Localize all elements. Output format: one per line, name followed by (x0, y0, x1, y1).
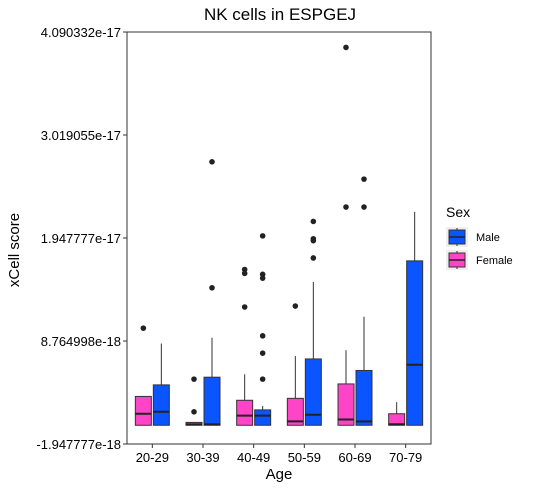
x-axis: 20-29 30-39 40-49 50-59 60-69 70-79 (136, 444, 422, 465)
chart-title: NK cells in ESPGEJ (204, 5, 356, 24)
box-female (236, 266, 254, 426)
box (406, 260, 424, 426)
y-axis-title: xCell score (6, 213, 23, 287)
box-female (185, 376, 203, 426)
box-female (134, 325, 152, 426)
outlier-point (259, 271, 266, 278)
box-female (286, 303, 304, 426)
x-tick-label: 40-49 (237, 450, 270, 465)
legend: Sex Male Female (446, 204, 513, 270)
outlier-point (343, 44, 349, 51)
outlier-point (140, 325, 147, 331)
outlier-point (241, 270, 248, 277)
x-tick-label: 60-69 (338, 450, 371, 465)
y-tick-label: 4.090332e-17 (41, 25, 121, 40)
outlier-point (259, 376, 266, 382)
box (254, 409, 272, 426)
outlier-point (209, 159, 215, 165)
box-male (254, 233, 272, 426)
legend-title: Sex (446, 204, 470, 220)
outlier-point (310, 218, 317, 225)
y-axis: -1.947777e-18 8.764998e-18 1.947777e-17 3.0… (36, 25, 127, 452)
x-tick-label: 70-79 (389, 450, 422, 465)
outlier-point (310, 235, 317, 242)
outlier-point (241, 304, 248, 310)
y-tick-label: 1.947777e-17 (41, 231, 121, 246)
x-axis-title: Age (266, 466, 293, 483)
box (355, 369, 373, 426)
x-tick-label: 30-39 (186, 450, 219, 465)
box (134, 395, 152, 426)
outlier-point (259, 333, 266, 339)
box-series (134, 44, 424, 426)
legend-label: Female (476, 255, 513, 267)
box-male (152, 343, 170, 426)
legend-label: Male (476, 232, 500, 244)
box-male (406, 211, 424, 426)
outlier-point (361, 204, 367, 210)
y-tick-label: 3.019055e-17 (41, 128, 121, 143)
outlier-point (292, 303, 299, 309)
box (203, 376, 221, 426)
box-male (304, 218, 322, 426)
box-female (388, 402, 406, 426)
y-tick-label: 8.764998e-18 (41, 334, 121, 349)
outlier-point (259, 275, 266, 281)
box (152, 384, 170, 426)
box (236, 399, 254, 426)
outlier-point (259, 350, 266, 356)
plot-panel (126, 31, 432, 445)
outlier-point (310, 255, 317, 261)
outlier-point (191, 376, 197, 382)
outlier-point (241, 266, 248, 273)
box (337, 383, 355, 426)
outlier-point (343, 204, 349, 210)
box (286, 397, 304, 426)
outlier-point (361, 176, 367, 182)
outlier-point (259, 233, 266, 239)
x-tick-label: 20-29 (136, 450, 169, 465)
outlier-point (209, 284, 215, 291)
box-male (355, 176, 373, 426)
x-tick-label: 50-59 (288, 450, 321, 465)
outlier-point (191, 409, 197, 415)
box (304, 358, 322, 426)
box-female (337, 44, 355, 426)
box-male (203, 159, 221, 426)
y-tick-label: -1.947777e-18 (36, 437, 121, 452)
